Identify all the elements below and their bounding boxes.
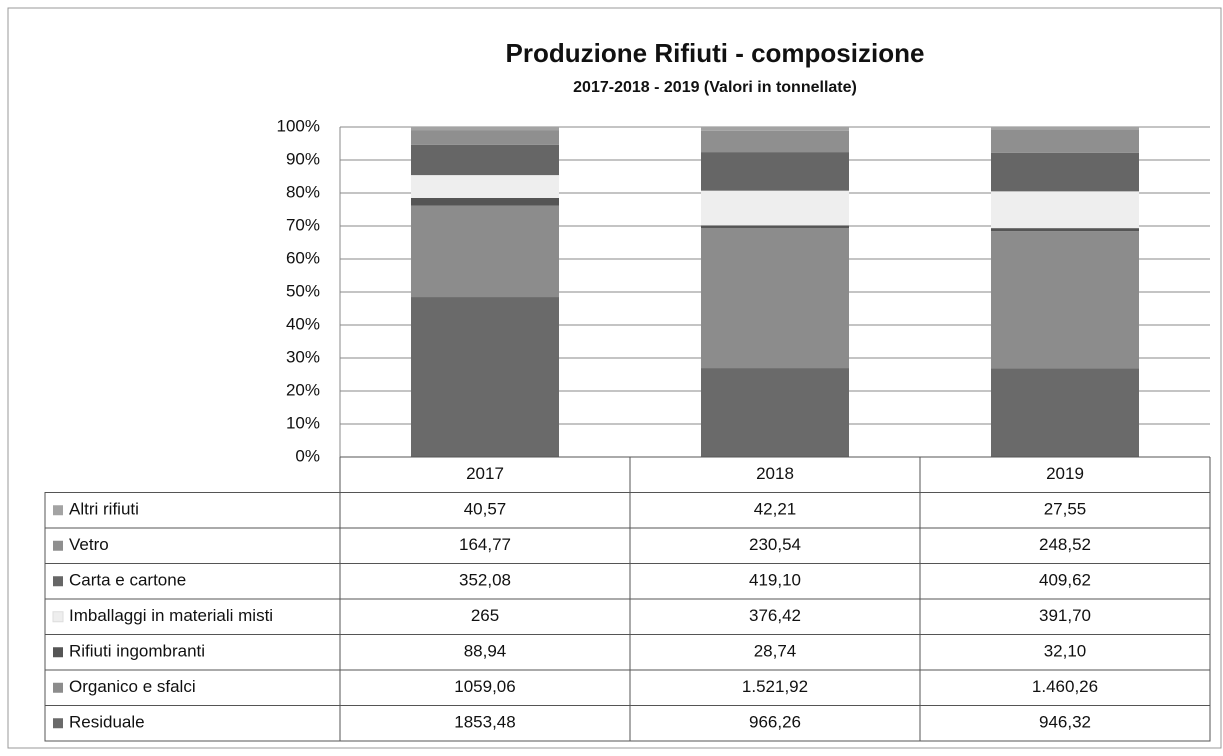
table-value: 28,74: [754, 642, 797, 661]
legend-label: Imballaggi in materiali misti: [69, 606, 273, 625]
x-tick-label: 2017: [466, 464, 504, 483]
bar-segment: [411, 297, 559, 457]
y-tick-label: 40%: [286, 314, 320, 333]
table-value: 265: [471, 606, 499, 625]
table-value: 32,10: [1044, 642, 1087, 661]
table-value: 1853,48: [454, 713, 515, 732]
legend-swatch: [53, 682, 63, 693]
y-tick-label: 90%: [286, 149, 320, 168]
legend-label: Organico e sfalci: [69, 677, 196, 696]
bar-segment: [411, 144, 559, 176]
bar-segment: [701, 227, 849, 369]
table-value: 419,10: [749, 571, 801, 590]
bar-segment: [991, 191, 1139, 229]
bar-segment: [991, 152, 1139, 192]
table-value: 1059,06: [454, 677, 515, 696]
table-value: 88,94: [464, 642, 507, 661]
bar-segment: [411, 127, 559, 131]
bar-segment: [701, 368, 849, 457]
table-value: 966,26: [749, 713, 801, 732]
y-tick-label: 30%: [286, 347, 320, 366]
legend-label: Altri rifiuti: [69, 500, 139, 519]
legend-label: Residuale: [69, 713, 145, 732]
table-value: 352,08: [459, 571, 511, 590]
y-tick-label: 70%: [286, 215, 320, 234]
table-value: 391,70: [1039, 606, 1091, 625]
bar-segment: [991, 368, 1139, 457]
bar-segment: [411, 197, 559, 206]
table-value: 946,32: [1039, 713, 1091, 732]
bar-segment: [411, 205, 559, 298]
legend-swatch: [52, 611, 64, 623]
y-tick-label: 60%: [286, 248, 320, 267]
bar-segment: [991, 228, 1139, 232]
table-value: 164,77: [459, 535, 511, 554]
table-value: 409,62: [1039, 571, 1091, 590]
legend-swatch: [53, 576, 63, 587]
x-tick-label: 2019: [1046, 464, 1084, 483]
table-value: 40,57: [464, 500, 507, 519]
table-value: 1.521,92: [742, 677, 808, 696]
table-value: 42,21: [754, 500, 797, 519]
chart-subtitle: 2017-2018 - 2019 (Valori in tonnellate): [573, 79, 857, 96]
bar-segment: [701, 127, 849, 131]
y-tick-label: 20%: [286, 380, 320, 399]
x-tick-label: 2018: [756, 464, 794, 483]
y-tick-label: 50%: [286, 281, 320, 300]
table-value: 248,52: [1039, 535, 1091, 554]
legend-swatch: [53, 718, 63, 729]
table-value: 27,55: [1044, 500, 1087, 519]
legend-swatch: [53, 647, 63, 658]
table-value: 376,42: [749, 606, 801, 625]
table-value: 1.460,26: [1032, 677, 1098, 696]
y-tick-label: 80%: [286, 182, 320, 201]
bar-segment: [991, 129, 1139, 153]
chart-title: Produzione Rifiuti - composizione: [506, 38, 925, 68]
bar-segment: [701, 190, 849, 226]
bar-segment: [991, 231, 1139, 369]
legend-label: Vetro: [69, 535, 109, 554]
bar-segment: [411, 130, 559, 145]
legend-swatch: [53, 540, 63, 551]
y-tick-label: 100%: [277, 116, 320, 135]
bar-segment: [991, 127, 1139, 130]
bar-segment: [701, 152, 849, 191]
legend-swatch: [53, 505, 63, 516]
y-tick-label: 0%: [295, 446, 320, 465]
legend-label: Carta e cartone: [69, 571, 186, 590]
table-value: 230,54: [749, 535, 801, 554]
legend-label: Rifiuti ingombranti: [69, 642, 205, 661]
bar-segment: [701, 130, 849, 153]
bar-segment: [701, 225, 849, 228]
y-tick-label: 10%: [286, 413, 320, 432]
bar-segment: [411, 175, 559, 198]
